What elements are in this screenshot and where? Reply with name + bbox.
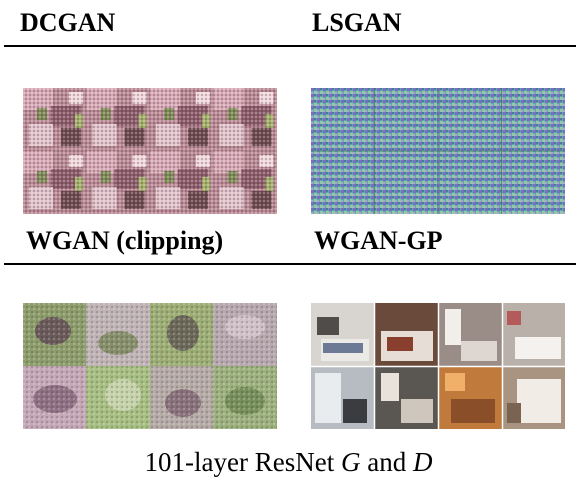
heading-wgan-clipping: WGAN (clipping) — [26, 226, 224, 255]
caption-mid: and — [360, 447, 413, 477]
rule-middle — [4, 263, 576, 265]
sample-grid-wgan-gp — [311, 303, 565, 429]
heading-dcgan: DCGAN — [20, 8, 116, 37]
rule-top — [4, 45, 576, 47]
sample-grid-lsgan — [311, 88, 565, 214]
caption-g: G — [340, 447, 361, 477]
sample-grid-dcgan — [23, 88, 277, 214]
figure-caption: 101-layer ResNet G and D — [0, 446, 577, 478]
heading-wgan-gp: WGAN-GP — [314, 226, 443, 255]
caption-d: D — [412, 447, 433, 477]
sample-grid-wgan-clipping — [23, 303, 277, 429]
heading-lsgan: LSGAN — [312, 8, 402, 37]
caption-prefix: 101-layer ResNet — [144, 447, 341, 477]
